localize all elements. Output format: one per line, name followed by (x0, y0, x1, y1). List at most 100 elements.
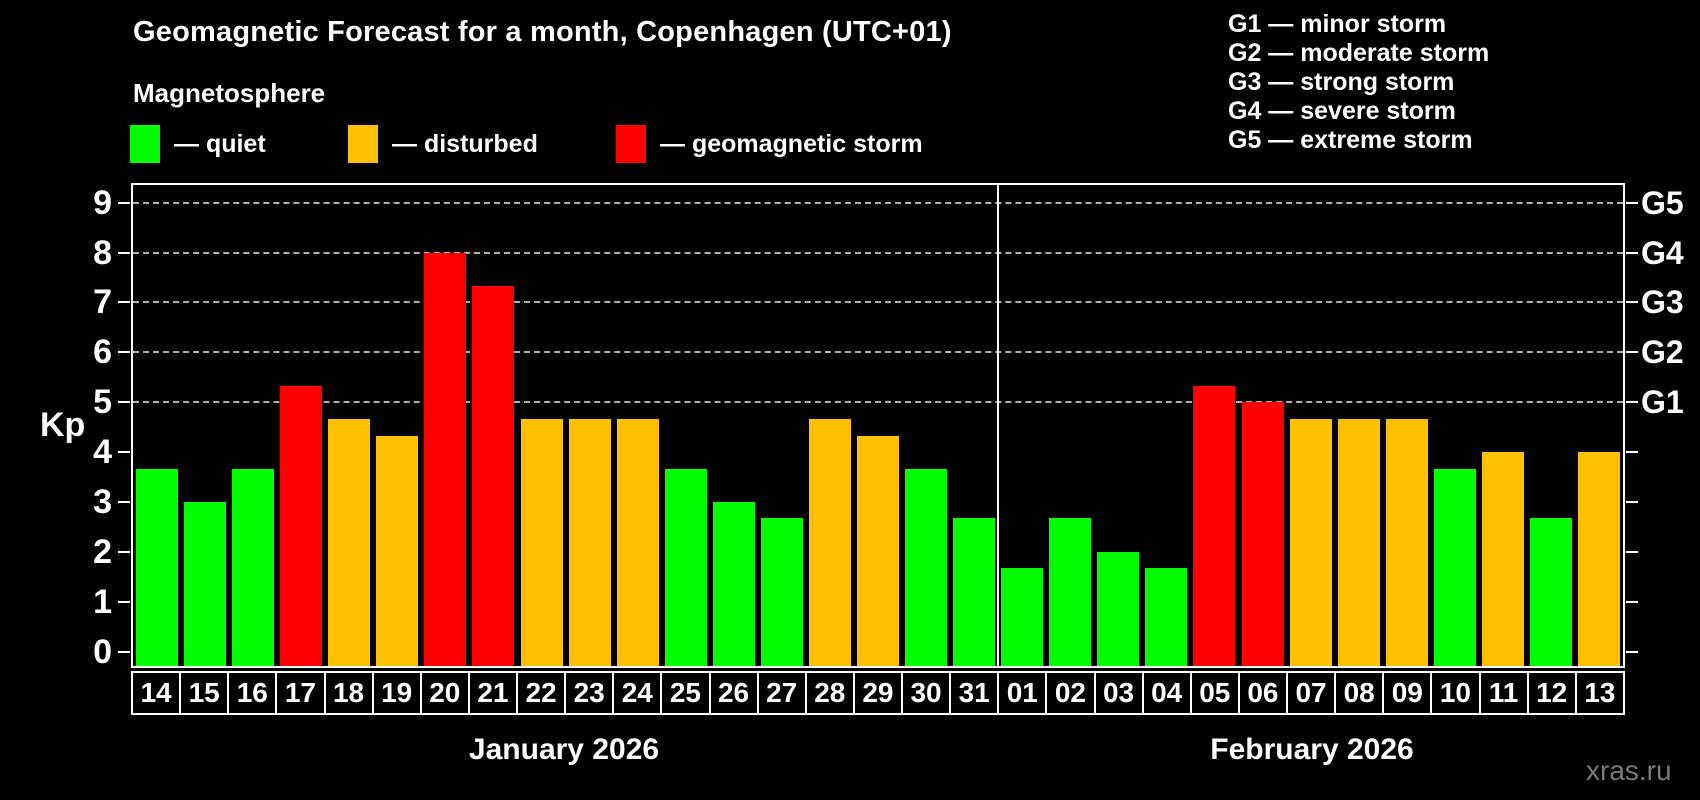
kp-bar-jan-19 (376, 435, 419, 666)
date-cell-jan-19: 19 (371, 671, 422, 715)
date-cell-jan-31: 31 (949, 671, 1000, 715)
kp-bar-jan-26 (712, 502, 755, 666)
kp-bar-jan-15 (184, 502, 227, 666)
date-cell-feb-04: 04 (1141, 671, 1192, 715)
left-tick-8 (118, 252, 130, 254)
kp-bar-jan-30 (905, 468, 948, 666)
left-tick-5 (118, 401, 130, 403)
kp-bar-feb-03 (1097, 551, 1140, 666)
kp-bar-jan-22 (520, 418, 563, 666)
watermark: xras.ru (1586, 755, 1672, 786)
y-tick-label-0: 0 (93, 633, 112, 671)
kp-bar-jan-31 (953, 518, 996, 666)
kp-bar-feb-06 (1241, 402, 1284, 666)
legend-item-disturbed: — disturbed (348, 123, 538, 165)
date-cell-jan-24: 24 (612, 671, 663, 715)
legend-label-quiet: — quiet (174, 129, 266, 158)
date-cell-jan-22: 22 (516, 671, 567, 715)
storm-scale-line-g3: G3 — strong storm (1228, 68, 1455, 96)
date-cell-jan-15: 15 (179, 671, 230, 715)
right-tick-2 (1626, 551, 1638, 553)
storm-color-swatch (616, 125, 646, 163)
date-cell-jan-17: 17 (275, 671, 326, 715)
y-tick-label-3: 3 (93, 483, 112, 521)
kp-bar-jan-16 (232, 468, 275, 666)
date-cell-feb-11: 11 (1478, 671, 1529, 715)
date-cell-jan-26: 26 (708, 671, 759, 715)
date-cell-jan-18: 18 (323, 671, 374, 715)
right-tick-6 (1626, 351, 1638, 353)
date-cell-jan-28: 28 (804, 671, 855, 715)
y-tick-label-4: 4 (93, 433, 112, 471)
date-cell-feb-10: 10 (1430, 671, 1481, 715)
date-cell-feb-02: 02 (1045, 671, 1096, 715)
date-axis: 14 15 16 17 18 19 20 21 22 23 24 25 26 27 28 29 30 31 01 02… (131, 671, 1625, 715)
right-axis-label-g5: G5 (1641, 185, 1684, 221)
storm-scale-legend: G1 — minor storm G2 — moderate storm G3 — … (1228, 10, 1489, 155)
kp-bar-feb-01 (1001, 568, 1044, 666)
right-tick-7 (1626, 301, 1638, 303)
legend-label-storm: — geomagnetic storm (660, 129, 923, 158)
left-tick-9 (118, 202, 130, 204)
kp-bar-jan-28 (808, 418, 851, 666)
date-cell-jan-25: 25 (660, 671, 711, 715)
kp-bar-jan-14 (136, 468, 179, 666)
date-cell-feb-06: 06 (1237, 671, 1288, 715)
date-cell-jan-27: 27 (756, 671, 807, 715)
right-tick-5 (1626, 401, 1638, 403)
page-title: Geomagnetic Forecast for a month, Copenh… (133, 16, 952, 48)
kp-bar-feb-12 (1529, 518, 1572, 666)
left-tick-7 (118, 301, 130, 303)
date-cell-feb-12: 12 (1526, 671, 1577, 715)
y-tick-label-8: 8 (93, 234, 112, 272)
y-tick-label-2: 2 (93, 533, 112, 571)
left-tick-3 (118, 501, 130, 503)
right-axis-label-g3: G3 (1641, 284, 1684, 320)
legend-item-storm: — geomagnetic storm (616, 123, 923, 165)
y-tick-label-6: 6 (93, 333, 112, 371)
kp-bar-jan-20 (424, 252, 467, 666)
kp-bar-feb-05 (1193, 385, 1236, 666)
quiet-color-swatch (130, 125, 160, 163)
right-axis-label-g4: G4 (1641, 235, 1684, 271)
date-cell-feb-05: 05 (1189, 671, 1240, 715)
gridline-kp5 (133, 401, 1623, 404)
date-cell-feb-01: 01 (997, 671, 1048, 715)
right-tick-3 (1626, 501, 1638, 503)
kp-bar-feb-13 (1577, 452, 1620, 666)
gridline-kp8 (133, 251, 1623, 254)
storm-scale-line-g4: G4 — severe storm (1228, 97, 1456, 125)
month-label-january: January 2026 (468, 733, 660, 766)
gridline-kp9 (133, 201, 1623, 204)
plot-area (131, 183, 1625, 668)
kp-bar-feb-04 (1145, 568, 1188, 666)
disturbed-color-swatch (348, 125, 378, 163)
date-cell-jan-16: 16 (227, 671, 278, 715)
left-tick-6 (118, 351, 130, 353)
kp-bar-feb-02 (1049, 518, 1092, 666)
date-cell-jan-20: 20 (419, 671, 470, 715)
right-tick-9 (1626, 202, 1638, 204)
date-cell-feb-03: 03 (1093, 671, 1144, 715)
date-cell-feb-13: 13 (1574, 671, 1625, 715)
date-cell-jan-29: 29 (852, 671, 903, 715)
kp-bar-jan-17 (280, 385, 323, 666)
date-cell-feb-07: 07 (1286, 671, 1337, 715)
kp-bar-jan-24 (616, 418, 659, 666)
kp-bar-feb-10 (1433, 468, 1476, 666)
left-tick-1 (118, 601, 130, 603)
legend-item-quiet: — quiet (130, 123, 266, 165)
date-cell-feb-08: 08 (1334, 671, 1385, 715)
kp-bar-jan-18 (328, 418, 371, 666)
right-tick-4 (1626, 451, 1638, 453)
y-tick-label-9: 9 (93, 184, 112, 222)
storm-scale-line-g2: G2 — moderate storm (1228, 39, 1490, 67)
right-tick-0 (1626, 651, 1638, 653)
right-axis-label-g1: G1 (1641, 384, 1684, 420)
left-tick-2 (118, 551, 130, 553)
kp-bar-feb-11 (1481, 452, 1524, 666)
left-tick-4 (118, 451, 130, 453)
y-tick-label-1: 1 (93, 583, 112, 621)
month-separator-line (997, 185, 1000, 666)
kp-bar-feb-07 (1289, 418, 1332, 666)
